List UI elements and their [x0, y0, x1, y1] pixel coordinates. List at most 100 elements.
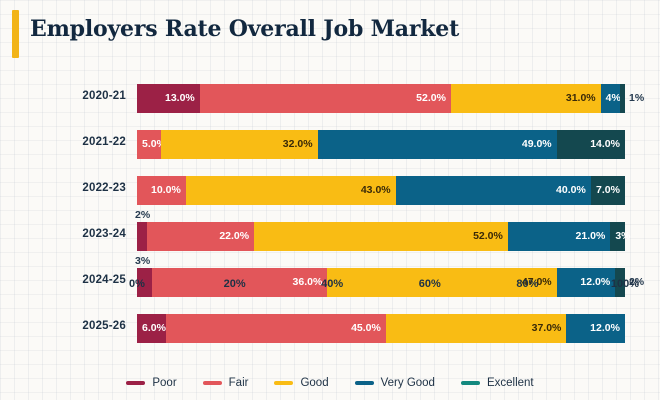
- bar-segment-poor[interactable]: 13.0%: [137, 84, 200, 113]
- legend-swatch-icon: [274, 381, 294, 385]
- stacked-bar: 13.0% 52.0% 31.0% 4% 1%: [137, 84, 644, 113]
- bar-segment-poor[interactable]: 3%: [135, 255, 152, 297]
- bar-segment-good[interactable]: 52.0%: [254, 222, 508, 251]
- x-axis-tick-label: 100%: [610, 278, 640, 290]
- segment-value-label: 52.0%: [473, 230, 503, 243]
- segment-value-label: 2%: [628, 276, 645, 289]
- segment-value-label: 22.0%: [219, 230, 250, 243]
- bar-segment-fair[interactable]: 45.0%: [166, 314, 386, 343]
- x-axis-tick-label: 40%: [321, 278, 344, 290]
- legend-label: Fair: [228, 377, 249, 389]
- segment-value-label: 4%: [605, 92, 621, 105]
- bar-segment-very-good[interactable]: 49.0%: [317, 130, 557, 159]
- legend-label: Excellent: [486, 377, 534, 389]
- bar-segment-excellent[interactable]: 2%: [615, 268, 644, 297]
- bar-segment-very-good[interactable]: 4%: [600, 84, 621, 113]
- segment-value-label: 52.0%: [416, 92, 446, 105]
- legend-label: Very Good: [380, 377, 435, 389]
- chart-header: Employers Rate Overall Job Market: [0, 0, 660, 66]
- chart-row: 2024-25 3% 36.0% 47.0% 12.0% 2%: [0, 255, 660, 306]
- segment-value-label: 6.0%: [142, 322, 166, 335]
- bar-segment-very-good[interactable]: 12.0%: [556, 268, 616, 297]
- bar-segment-excellent[interactable]: 3%: [610, 222, 631, 251]
- bar-segment-good[interactable]: 47.0%: [327, 268, 557, 297]
- legend-label: Poor: [152, 377, 177, 389]
- stacked-bar: 2% 22.0% 52.0% 21.0% 3%: [135, 209, 631, 251]
- chart-row: 2023-24 2% 22.0% 52.0% 21.0% 3%: [0, 209, 660, 260]
- segment-value-label: 40.0%: [556, 184, 586, 197]
- y-axis-category-label: 2020-21: [82, 90, 126, 102]
- chart-row: 2020-21 13.0% 52.0% 31.0% 4% 1%: [0, 76, 660, 122]
- legend-swatch-icon: [126, 381, 146, 385]
- legend-item-good[interactable]: Good: [274, 377, 329, 389]
- y-axis-category-label: 2021-22: [82, 136, 126, 148]
- x-axis-tick-label: 20%: [223, 278, 246, 290]
- segment-value-label: 10.0%: [151, 184, 181, 197]
- bar-segment-fair[interactable]: 10.0%: [137, 176, 186, 205]
- segment-value-label: 1%: [629, 92, 645, 105]
- stacked-bar: 3% 36.0% 47.0% 12.0% 2%: [135, 255, 644, 297]
- x-axis-tick-label: 80%: [516, 278, 539, 290]
- y-axis-category-label: 2023-24: [82, 228, 126, 240]
- segment-value-label: 7.0%: [596, 184, 620, 197]
- segment-value-label: 37.0%: [531, 322, 562, 335]
- bar-segment-good[interactable]: 31.0%: [450, 84, 601, 113]
- legend-item-excellent[interactable]: Excellent: [460, 377, 534, 389]
- bar-segment-very-good[interactable]: 12.0%: [566, 314, 625, 343]
- segment-value-label: 3%: [615, 230, 631, 243]
- legend-item-fair[interactable]: Fair: [202, 377, 249, 389]
- legend-swatch-icon: [354, 381, 374, 385]
- legend-swatch-icon: [202, 381, 222, 385]
- legend-swatch-icon: [460, 381, 480, 385]
- chart-row: 2021-22 5.0% 32.0% 49.0% 14.0%: [0, 122, 660, 168]
- plot-area: 2020-21 13.0% 52.0% 31.0% 4% 1% 2021-22 5.0% 32.…: [0, 66, 660, 356]
- segment-value-label: 47.0%: [521, 276, 552, 289]
- x-axis: 0% 20% 40% 60% 80% 100%: [129, 278, 639, 298]
- legend-item-very-good[interactable]: Very Good: [354, 377, 435, 389]
- segment-value-label: 3%: [135, 254, 151, 267]
- bar-segment-fair[interactable]: 5.0%: [137, 130, 166, 159]
- legend-label: Good: [300, 377, 329, 389]
- segment-value-label: 31.0%: [565, 92, 596, 105]
- bar-segment-excellent[interactable]: 7.0%: [590, 176, 625, 205]
- segment-value-label: 43.0%: [360, 184, 391, 197]
- stacked-bar: 6.0% 45.0% 37.0% 12.0%: [137, 314, 625, 343]
- bar-segment-very-good[interactable]: 21.0%: [507, 222, 611, 251]
- y-axis-category-label: 2022-23: [82, 182, 126, 194]
- segment-value-label: 14.0%: [590, 138, 620, 151]
- bar-segment-excellent[interactable]: 1%: [620, 84, 644, 113]
- segment-value-label: 13.0%: [165, 92, 195, 105]
- bar-segment-fair[interactable]: 52.0%: [199, 84, 451, 113]
- y-axis-category-label: 2025-26: [82, 320, 126, 332]
- page-title: Employers Rate Overall Job Market: [30, 16, 460, 42]
- segment-value-label: 49.0%: [521, 138, 552, 151]
- segment-value-label: 2%: [135, 208, 151, 221]
- title-accent-bar: [12, 10, 19, 58]
- bar-segment-poor[interactable]: 6.0%: [137, 314, 167, 343]
- x-axis-tick-label: 60%: [418, 278, 441, 290]
- x-axis-tick-label: 0%: [129, 278, 145, 290]
- bar-segment-good[interactable]: 37.0%: [385, 314, 567, 343]
- segment-value-label: 32.0%: [282, 138, 313, 151]
- chart-row: 2022-23 10.0% 43.0% 40.0% 7.0%: [0, 168, 660, 214]
- bar-segment-very-good[interactable]: 40.0%: [395, 176, 591, 205]
- bar-segment-poor[interactable]: 2%: [135, 209, 150, 251]
- segment-value-label: 12.0%: [590, 322, 620, 335]
- segment-value-label: 12.0%: [580, 276, 611, 289]
- stacked-bar: 5.0% 32.0% 49.0% 14.0%: [137, 130, 625, 159]
- bar-segment-excellent[interactable]: 14.0%: [556, 130, 625, 159]
- segment-value-label: 5.0%: [142, 138, 166, 151]
- segment-value-label: 45.0%: [351, 322, 381, 335]
- segment-value-label: 36.0%: [292, 276, 323, 289]
- bar-segment-good[interactable]: 43.0%: [185, 176, 396, 205]
- chart-legend: Poor Fair Good Very Good Excellent: [0, 372, 660, 394]
- stacked-bar: 10.0% 43.0% 40.0% 7.0%: [137, 176, 625, 205]
- segment-value-label: 21.0%: [575, 230, 606, 243]
- bar-segment-fair[interactable]: 36.0%: [151, 268, 328, 297]
- chart-row: 2025-26 6.0% 45.0% 37.0% 12.0%: [0, 306, 660, 352]
- y-axis-category-label: 2024-25: [82, 274, 126, 286]
- bar-segment-good[interactable]: 32.0%: [161, 130, 318, 159]
- legend-item-poor[interactable]: Poor: [126, 377, 177, 389]
- bar-segment-fair[interactable]: 22.0%: [146, 222, 255, 251]
